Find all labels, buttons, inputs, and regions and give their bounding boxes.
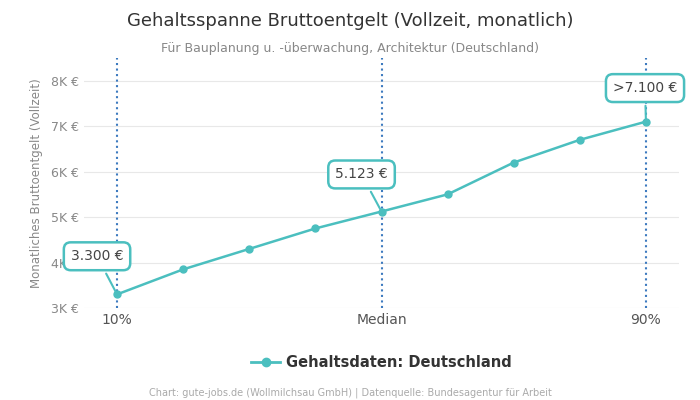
Y-axis label: Monatliches Bruttoentgelt (Vollzeit): Monatliches Bruttoentgelt (Vollzeit)	[30, 78, 43, 288]
Text: 5.123 €: 5.123 €	[335, 168, 388, 209]
Text: 3.300 €: 3.300 €	[71, 249, 123, 292]
Legend: Gehaltsdaten: Deutschland: Gehaltsdaten: Deutschland	[245, 349, 518, 376]
Text: Chart: gute-jobs.de (Wollmilchsau GmbH) | Datenquelle: Bundesagentur für Arbeit: Chart: gute-jobs.de (Wollmilchsau GmbH) …	[148, 388, 552, 398]
Text: >7.100 €: >7.100 €	[613, 81, 677, 119]
Text: Gehaltsspanne Bruttoentgelt (Vollzeit, monatlich): Gehaltsspanne Bruttoentgelt (Vollzeit, m…	[127, 12, 573, 30]
Text: Für Bauplanung u. -überwachung, Architektur (Deutschland): Für Bauplanung u. -überwachung, Architek…	[161, 42, 539, 55]
